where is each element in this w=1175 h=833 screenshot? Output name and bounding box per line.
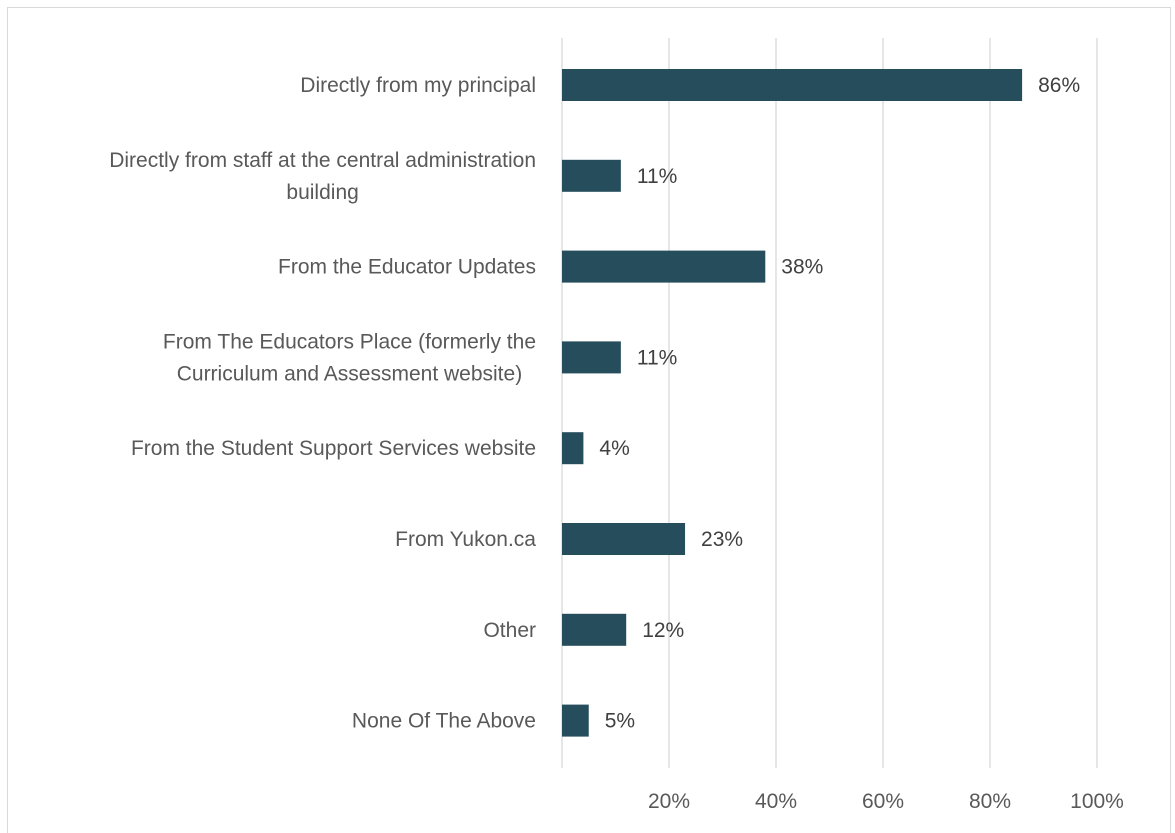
bar	[562, 523, 686, 555]
category-label-line: None Of The Above	[352, 710, 536, 733]
data-label: 86%	[1038, 74, 1080, 97]
x-tick-label: 60%	[862, 790, 904, 813]
data-label: 11%	[637, 165, 677, 188]
bar	[562, 69, 1023, 101]
category-label-line: Curriculum and Assessment website)	[177, 362, 522, 385]
category-label: Other	[483, 619, 536, 642]
category-label: From Yukon.ca	[395, 528, 536, 551]
bar	[562, 613, 627, 646]
x-tick-label: 40%	[755, 790, 797, 813]
chart-frame	[7, 7, 1171, 833]
bar	[562, 341, 621, 374]
x-tick-label: 100%	[1070, 790, 1124, 813]
data-label: 38%	[781, 256, 823, 279]
category-label-line: From the Student Support Services websit…	[131, 437, 536, 460]
category-label: None Of The Above	[352, 710, 536, 733]
data-label: 4%	[599, 437, 629, 460]
category-label-line: Directly from my principal	[300, 74, 536, 97]
category-label: Directly from staff at the central admin…	[109, 149, 536, 204]
category-label-line: From The Educators Place (formerly the	[163, 330, 536, 353]
data-label: 23%	[701, 528, 743, 551]
bar	[562, 250, 766, 283]
category-label: Directly from my principal	[300, 74, 536, 97]
data-label: 5%	[605, 710, 635, 733]
category-label: From the Student Support Services websit…	[131, 437, 536, 460]
category-label: From the Educator Updates	[278, 256, 536, 279]
x-tick-label: 80%	[969, 790, 1011, 813]
category-label-line: Other	[483, 619, 536, 642]
category-label-line: building	[286, 181, 358, 204]
category-label-line: From the Educator Updates	[278, 256, 536, 279]
category-label-line: From Yukon.ca	[395, 528, 536, 551]
bar	[562, 432, 584, 465]
x-tick-label: 20%	[648, 790, 690, 813]
bar	[562, 159, 621, 192]
category-label: From The Educators Place (formerly the Cu…	[163, 330, 536, 385]
data-label: 12%	[642, 619, 684, 642]
bar	[562, 704, 589, 737]
data-label: 11%	[637, 346, 677, 369]
category-label-line: Directly from staff at the central admin…	[109, 149, 536, 172]
